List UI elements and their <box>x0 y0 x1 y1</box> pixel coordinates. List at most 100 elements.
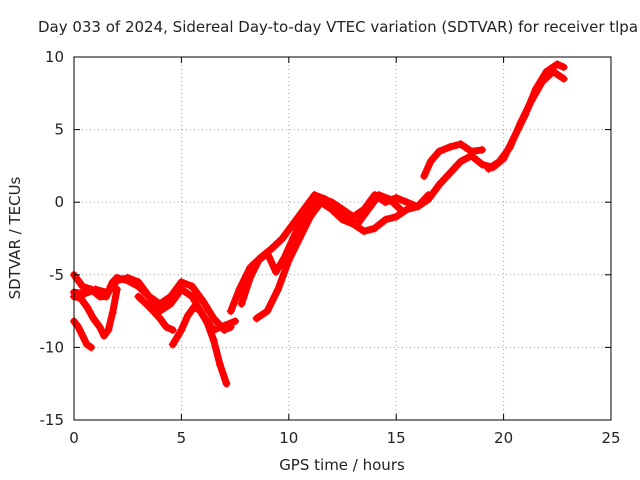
data-point <box>168 340 177 349</box>
data-point <box>359 205 368 214</box>
data-point <box>108 308 117 317</box>
data-point <box>484 164 493 173</box>
data-point <box>381 198 390 207</box>
data-point <box>553 60 562 69</box>
tick-marks <box>73 56 612 421</box>
data-point <box>353 219 362 228</box>
x-tick-label: 25 <box>601 429 620 447</box>
data-point <box>274 285 283 294</box>
series-track-7 <box>252 190 433 323</box>
series-track-12 <box>484 67 568 173</box>
data-point <box>78 331 87 340</box>
series-band <box>169 303 231 388</box>
data-point <box>226 307 235 316</box>
data-point <box>100 331 109 340</box>
data-point <box>177 325 186 334</box>
data-point <box>263 307 272 316</box>
x-tick-label: 15 <box>387 429 406 447</box>
data-point <box>370 190 379 199</box>
data-point <box>209 314 218 323</box>
data-point <box>183 311 192 320</box>
data-point <box>559 74 568 83</box>
data-point <box>231 317 240 326</box>
data-point <box>145 302 154 311</box>
data-point <box>289 219 298 228</box>
data-point <box>359 227 368 236</box>
data-point <box>413 202 422 211</box>
data-point <box>198 296 207 305</box>
data-point <box>254 256 263 265</box>
data-point <box>196 307 205 316</box>
data-point <box>559 63 568 72</box>
data-point <box>188 292 197 301</box>
data-point <box>297 215 306 224</box>
data-point <box>267 244 276 253</box>
data-point <box>166 299 175 308</box>
data-point <box>235 285 244 294</box>
data-point <box>278 234 287 243</box>
data-point <box>177 285 186 294</box>
series-track-5 <box>168 302 231 388</box>
data-point <box>495 157 504 166</box>
data-point <box>203 318 212 327</box>
x-axis-label: GPS time / hours <box>279 456 405 474</box>
data-point <box>549 67 558 76</box>
data-point <box>74 323 83 332</box>
data-point <box>177 278 186 287</box>
x-tick-label: 5 <box>177 429 187 447</box>
data-point <box>263 249 272 258</box>
data-point <box>467 151 476 160</box>
data-point <box>370 224 379 233</box>
data-layer <box>70 60 568 388</box>
data-point <box>76 294 85 303</box>
data-point <box>506 143 515 152</box>
data-point <box>338 205 347 214</box>
data-point <box>82 340 91 349</box>
data-point <box>445 169 454 178</box>
data-point <box>237 299 246 308</box>
y-tick-label: -10 <box>40 338 65 356</box>
data-point <box>168 325 177 334</box>
data-point <box>134 292 143 301</box>
data-point <box>349 212 358 221</box>
data-point <box>445 143 454 152</box>
data-point <box>102 288 111 297</box>
data-point <box>424 195 433 204</box>
data-point <box>104 325 113 334</box>
series-band <box>485 68 568 173</box>
grid-lines <box>74 57 611 420</box>
data-point <box>435 180 444 189</box>
data-point <box>95 323 104 332</box>
data-point <box>209 336 218 345</box>
data-point <box>134 278 143 287</box>
y-tick-label: -15 <box>40 411 65 429</box>
data-point <box>456 157 465 166</box>
data-point <box>91 285 100 294</box>
data-point <box>216 360 225 369</box>
data-point <box>246 273 255 282</box>
data-point <box>402 198 411 207</box>
y-tick-label: 5 <box>54 121 64 139</box>
series-track-10 <box>420 140 487 181</box>
data-point <box>456 140 465 149</box>
data-point <box>420 172 429 181</box>
data-point <box>280 253 289 262</box>
data-point <box>527 96 536 105</box>
data-point <box>162 323 171 332</box>
data-point <box>310 190 319 199</box>
data-point <box>381 215 390 224</box>
data-point <box>252 314 261 323</box>
y-tick-label: 10 <box>45 48 64 66</box>
data-point <box>327 198 336 207</box>
data-point <box>392 212 401 221</box>
data-point <box>306 205 315 214</box>
data-point <box>145 292 154 301</box>
x-tick-label: 10 <box>279 429 298 447</box>
data-point <box>89 314 98 323</box>
data-point <box>82 302 91 311</box>
data-point <box>392 193 401 202</box>
x-tick-label: 20 <box>494 429 513 447</box>
data-point <box>516 118 525 127</box>
x-tick-label: 0 <box>69 429 79 447</box>
